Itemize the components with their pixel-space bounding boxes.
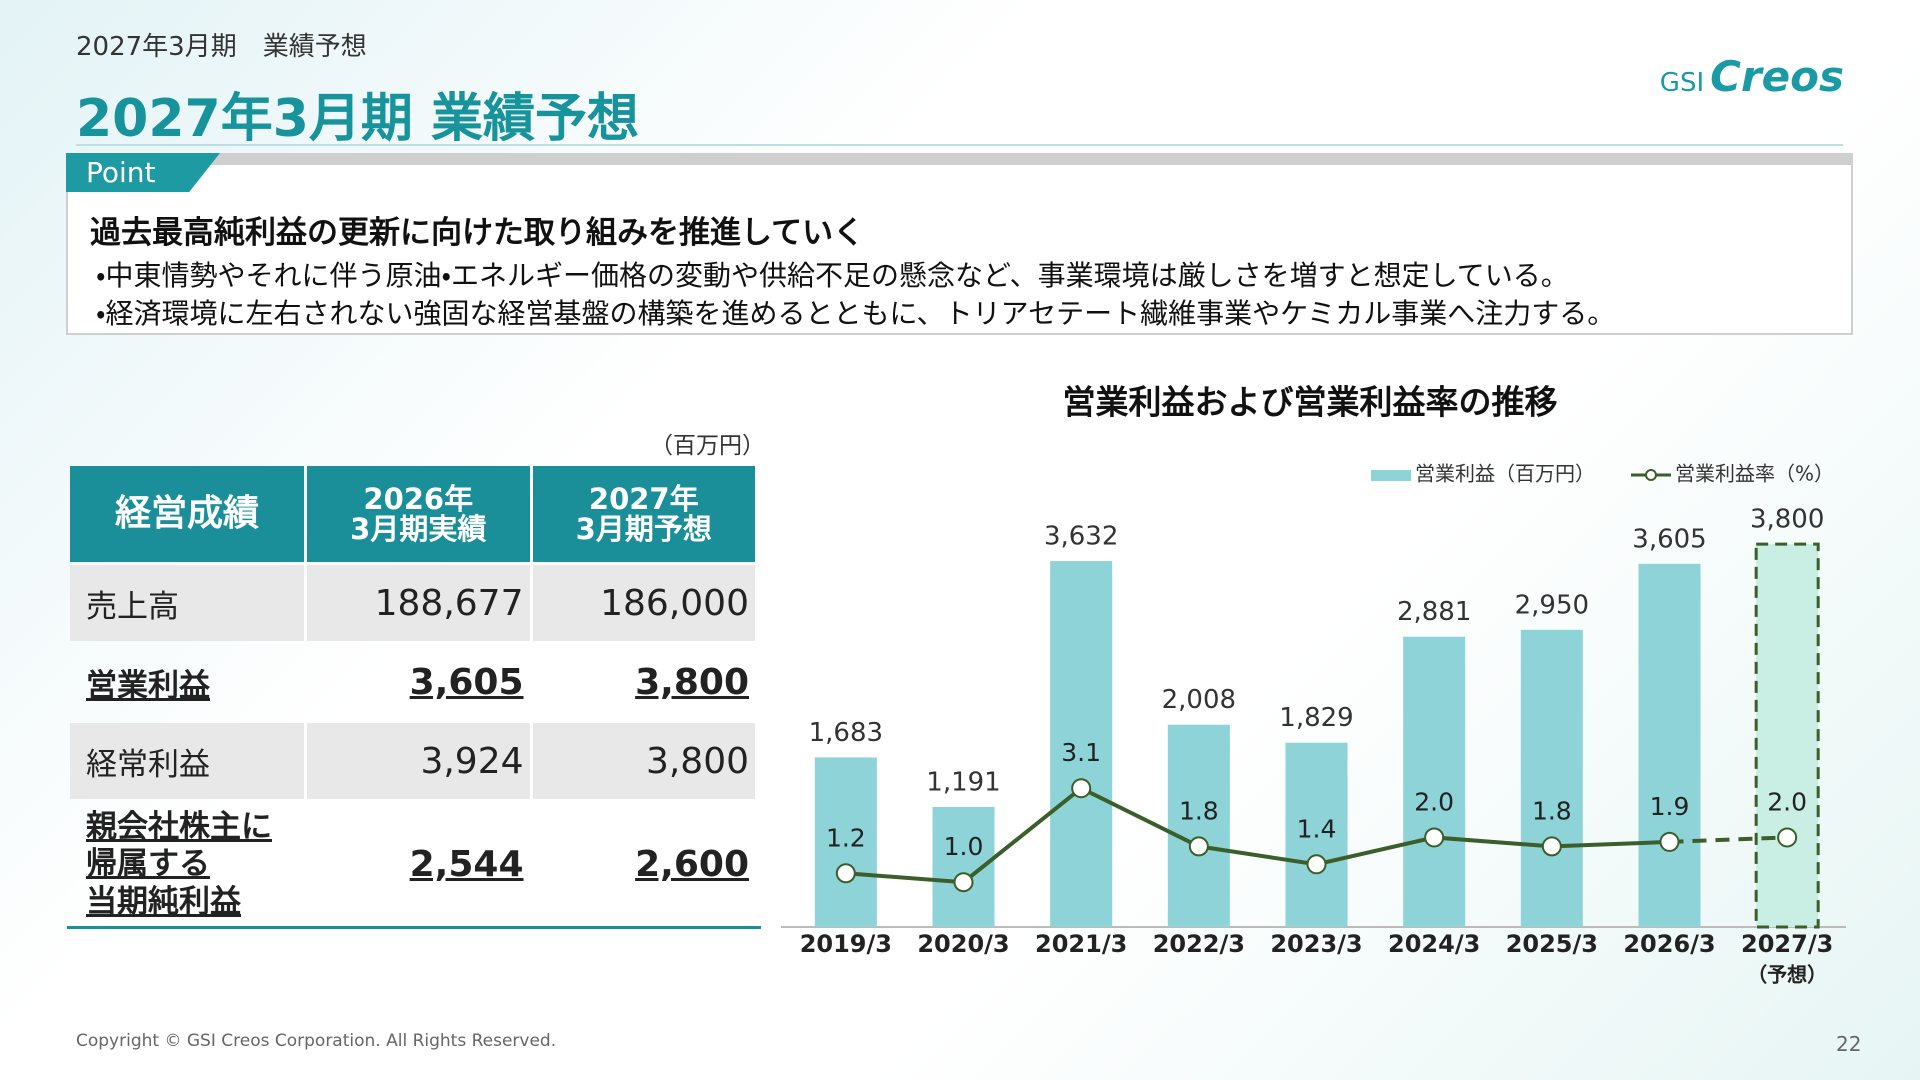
bar <box>1167 724 1230 927</box>
point-heading: 過去最高純利益の更新に向けた取り組みを推進していく <box>90 215 865 251</box>
bar-label: 3,605 <box>1632 524 1706 554</box>
td: 3,605 <box>409 661 524 703</box>
title: 2027年3月期 業績予想 <box>76 89 640 149</box>
td: 3,800 <box>532 723 755 799</box>
line-label: 1.8 <box>1179 796 1219 825</box>
bar <box>1520 629 1583 927</box>
chart-title: 営業利益および営業利益率の推移 <box>1063 383 1558 422</box>
td: 3,800 <box>635 661 749 703</box>
bar-label: 2,008 <box>1162 685 1236 715</box>
td: 売上高 <box>70 565 304 641</box>
line-label: 1.8 <box>1532 796 1572 825</box>
td: 2,600 <box>635 844 749 886</box>
line-label: 1.0 <box>944 832 984 861</box>
bar <box>1050 561 1113 927</box>
line-point <box>1306 854 1327 875</box>
td: 2,544 <box>409 844 524 886</box>
page-number: 22 <box>1836 1032 1862 1056</box>
line-label: 1.2 <box>826 823 866 852</box>
bar-label: 1,191 <box>926 768 1000 798</box>
table-unit: （百万円） <box>650 433 765 459</box>
line-label: 2.0 <box>1767 787 1807 816</box>
td: 営業利益 <box>86 667 210 704</box>
subtitle: 2027年3月期 業績予想 <box>76 32 367 62</box>
point-box <box>66 153 1853 335</box>
bar-label: 1,829 <box>1279 703 1353 733</box>
legend-swatch <box>1371 470 1411 481</box>
bar-label: 2,881 <box>1397 597 1471 627</box>
rule <box>76 144 1843 146</box>
table: 経営成績 2026年 3月期実績 2027年 3月期予想 売上高 188,677 186… <box>67 463 758 931</box>
x-tick-label: 2019/3 <box>800 930 892 958</box>
bar <box>814 757 877 927</box>
bar <box>1403 636 1466 927</box>
x-tick-label: 2020/3 <box>917 930 1009 958</box>
line-point <box>1188 836 1209 857</box>
line-point <box>1541 836 1562 857</box>
point-tag: Point <box>66 153 220 192</box>
bar <box>1638 563 1701 927</box>
th: 経営成績 <box>70 466 304 562</box>
bar <box>1754 542 1820 929</box>
legend-label: 営業利益率（%） <box>1675 462 1834 486</box>
x-tick-label: 2025/3 <box>1506 930 1598 958</box>
line-point <box>953 872 974 893</box>
bullet: ・経済環境に左右されない強固な経営基盤の構築を進めるとともに、トリアセテート繊維… <box>96 297 1616 330</box>
x-tick-label: 2021/3 <box>1035 930 1127 958</box>
logo-small: GSI <box>1659 68 1705 98</box>
bar <box>1285 742 1348 927</box>
td: 親会社株主に 帰属する 当期純利益 <box>86 809 272 920</box>
line-point <box>1659 831 1680 852</box>
legend-swatch <box>1645 469 1657 481</box>
line-label: 2.0 <box>1414 787 1454 816</box>
td: 186,000 <box>532 565 755 641</box>
x-tick-label: 2026/3 <box>1623 930 1715 958</box>
td: 3,924 <box>307 723 530 799</box>
line-point <box>1777 827 1798 848</box>
line-point <box>1071 778 1092 799</box>
logo: GSI Creos <box>1660 52 1844 101</box>
copyright: Copyright © GSI Creos Corporation. All R… <box>76 1031 557 1051</box>
legend-label: 営業利益（百万円） <box>1415 462 1595 486</box>
x-tick-note: （予想） <box>1747 963 1827 987</box>
line-label: 1.4 <box>1297 814 1337 843</box>
bar-label: 3,800 <box>1750 505 1824 535</box>
bar-label: 3,632 <box>1044 522 1118 552</box>
table-border <box>67 926 761 929</box>
line-point <box>835 863 856 884</box>
line-label: 3.1 <box>1061 738 1101 767</box>
bar-label: 2,950 <box>1515 590 1589 620</box>
line-point <box>1424 827 1445 848</box>
x-tick-label: 2023/3 <box>1270 930 1362 958</box>
bullet: ・中東情勢やそれに伴う原油・エネルギー価格の変動や供給不足の懸念など、事業環境は… <box>96 259 1569 292</box>
x-tick-label: 2022/3 <box>1153 930 1245 958</box>
forecast-line <box>1669 835 1788 844</box>
x-tick-label: 2024/3 <box>1388 930 1480 958</box>
bar-label: 1,683 <box>809 718 883 748</box>
line-label: 1.9 <box>1650 792 1690 821</box>
td: 経常利益 <box>70 723 304 799</box>
td: 188,677 <box>307 565 530 641</box>
th: 2027年 3月期予想 <box>532 466 755 562</box>
line <box>845 785 1670 885</box>
x-tick-label: 2027/3 <box>1741 930 1833 958</box>
th: 2026年 3月期実績 <box>307 466 530 562</box>
logo-big: Creos <box>1710 52 1844 101</box>
